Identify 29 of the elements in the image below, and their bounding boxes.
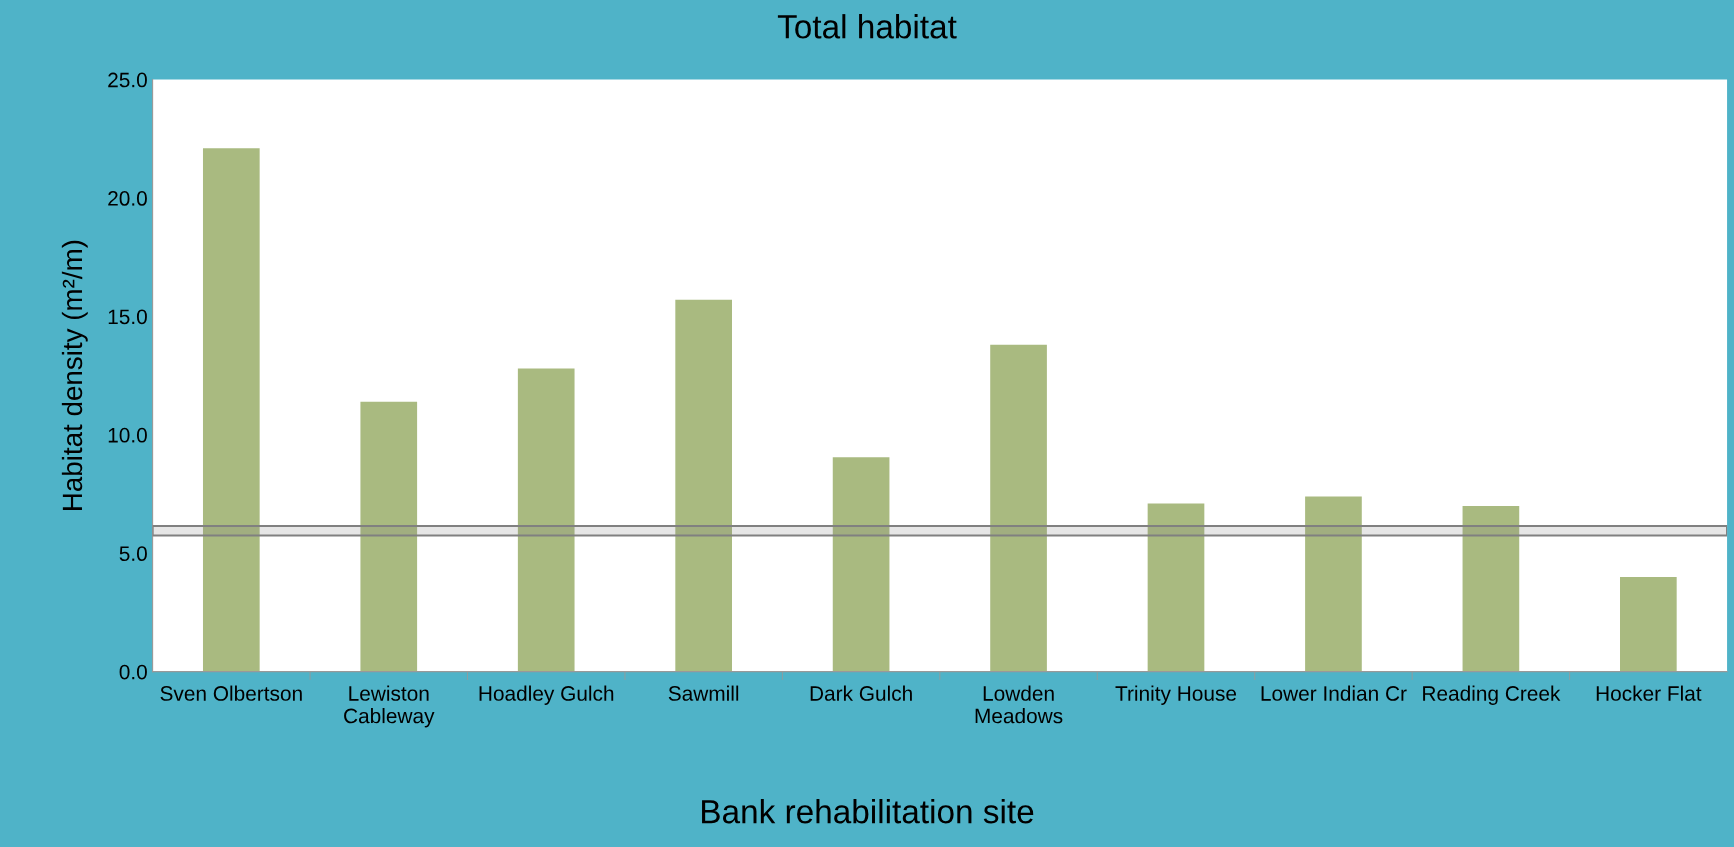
x-tick-label: Reading Creek	[1423, 685, 1561, 705]
bar	[1305, 496, 1362, 672]
y-tick-label: 25.0	[108, 72, 147, 88]
bar	[360, 401, 418, 672]
chart-title: Total habitat	[777, 14, 957, 39]
x-tick-label: Lowden Meadows	[975, 685, 1063, 724]
bar	[517, 368, 575, 672]
x-axis-title: Bank rehabilitation site	[702, 798, 1034, 824]
x-tick-label: Sven Olbertson	[160, 685, 302, 701]
y-axis-title: Habitat density (m²/m)	[61, 240, 88, 510]
x-tick-label: Trinity House	[1115, 685, 1237, 705]
x-tick-label: Lower Indian Cr	[1261, 685, 1407, 701]
y-tick-label: 5.0	[119, 546, 147, 562]
bar	[832, 457, 890, 672]
bar	[1620, 576, 1677, 672]
bar	[990, 344, 1047, 672]
y-tick-label: 20.0	[108, 191, 147, 206]
y-tick-label: 15.0	[108, 309, 147, 325]
x-tick-label: Dark Gulch	[810, 685, 912, 701]
bar	[1147, 503, 1205, 672]
bar	[202, 148, 260, 672]
x-tick-label: Hoadley Gulch	[479, 685, 614, 705]
bar	[675, 299, 732, 672]
x-tick-label: Hocker Flat	[1596, 685, 1702, 701]
y-tick-label: 10.0	[108, 427, 147, 443]
y-tick-label: 0.0	[119, 664, 147, 680]
bar	[1462, 505, 1520, 672]
x-tick-label: Lewiston Cableway	[344, 685, 435, 728]
x-tick-label: Sawmill	[668, 685, 739, 701]
